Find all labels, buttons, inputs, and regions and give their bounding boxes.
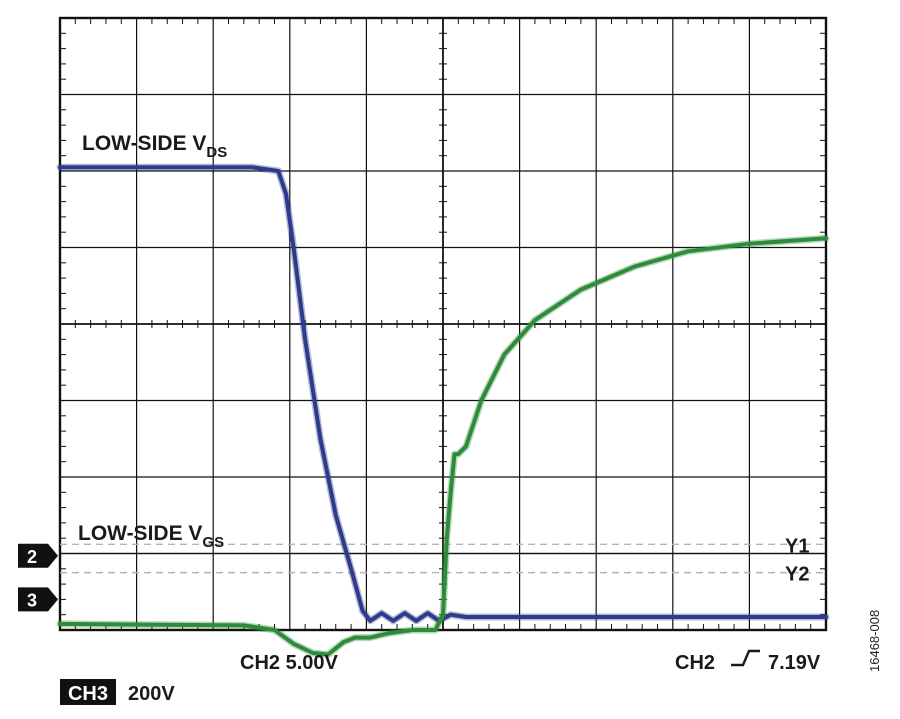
trace-ds (58, 165, 828, 623)
vds-label-subscript: DS (206, 144, 227, 161)
ch2-scale-label: CH2 5.00V (240, 652, 338, 674)
cursor-y1-label: Y1 (785, 535, 809, 557)
channel-marker-arrow (18, 543, 58, 568)
traces (56, 163, 830, 658)
rising-edge-trigger-icon (731, 649, 760, 667)
cursor-lines (60, 543, 826, 574)
trace-gs (58, 236, 828, 657)
channel-3-marker: 3 (18, 587, 58, 612)
graticule (60, 18, 826, 630)
trigger-level-label: 7.19V (768, 652, 821, 674)
vgs-label-main: LOW-SIDE V (78, 522, 202, 545)
channel-2-marker: 2 (18, 543, 58, 568)
ch3-tag-background (60, 679, 116, 705)
vgs-trace-label: LOW-SIDE VGS (78, 522, 224, 551)
channel-marker-label: 2 (27, 547, 37, 567)
cursor-y2-label: Y2 (785, 564, 809, 586)
ch3-scale-label: 200V (128, 683, 175, 705)
vds-trace-label: LOW-SIDE VDS (82, 132, 227, 161)
vgs-label-subscript: GS (202, 534, 224, 551)
vds-label-main: LOW-SIDE V (82, 132, 206, 155)
channel-marker-arrow (18, 587, 58, 612)
ch3-tag-label: CH3 (68, 683, 108, 705)
channel-markers: 23 (18, 543, 58, 612)
plot-frame (58, 16, 828, 632)
trigger-channel-label: CH2 (675, 652, 715, 674)
figure-id: 16468-008 (867, 610, 882, 672)
channel-marker-label: 3 (27, 590, 37, 610)
